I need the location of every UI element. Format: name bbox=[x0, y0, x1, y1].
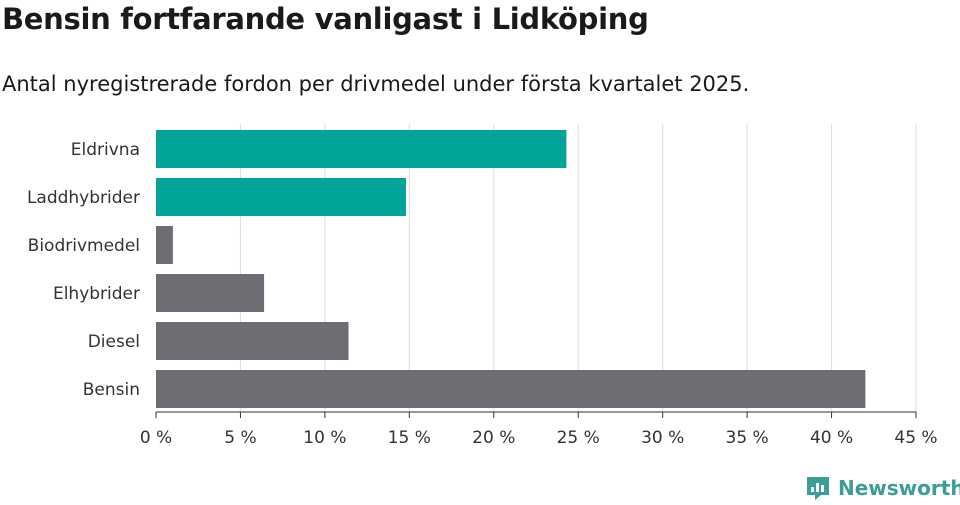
x-tick-label: 25 % bbox=[557, 428, 600, 448]
category-label: Diesel bbox=[88, 332, 140, 352]
x-tick-label: 10 % bbox=[303, 428, 346, 448]
bar-chart: Eldrivna Laddhybrider Biodrivmedel Elhybrid… bbox=[27, 124, 938, 448]
x-tick-label: 30 % bbox=[641, 428, 684, 448]
x-tick-label: 45 % bbox=[894, 428, 937, 448]
category-label: Bensin bbox=[83, 380, 140, 400]
bar-biodrivmedel bbox=[156, 226, 173, 264]
x-tick-label: 20 % bbox=[472, 428, 515, 448]
x-axis bbox=[155, 411, 917, 418]
x-tick-label: 40 % bbox=[810, 428, 853, 448]
bar-bensin bbox=[156, 370, 866, 408]
x-tick-label: 15 % bbox=[388, 428, 431, 448]
chart-subtitle: Antal nyregistrerade fordon per drivmede… bbox=[2, 72, 750, 96]
category-label: Eldrivna bbox=[71, 140, 140, 160]
category-label: Laddhybrider bbox=[27, 188, 140, 208]
category-label: Biodrivmedel bbox=[28, 236, 140, 256]
newsworthy-logo-icon bbox=[807, 477, 829, 500]
bars bbox=[156, 130, 866, 408]
grid-lines bbox=[239, 124, 917, 412]
bar-eldrivna bbox=[156, 130, 567, 168]
x-tick-label: 5 % bbox=[224, 428, 256, 448]
brand-name: Newsworthy bbox=[838, 476, 960, 500]
brand: Newsworthy bbox=[804, 474, 960, 502]
category-labels: Eldrivna Laddhybrider Biodrivmedel Elhybrid… bbox=[27, 140, 140, 400]
tick-labels: 0 % 5 % 10 % 15 % 20 % 25 % 30 % 35 % 40 % 45 % bbox=[140, 428, 938, 448]
bar-laddhybrider bbox=[156, 178, 406, 216]
category-label: Elhybrider bbox=[53, 284, 140, 304]
bar-diesel bbox=[156, 322, 349, 360]
chart-title: Bensin fortfarande vanligast i Lidköping bbox=[2, 2, 649, 36]
x-tick-label: 35 % bbox=[726, 428, 769, 448]
bar-elhybrider bbox=[156, 274, 265, 312]
x-tick-label: 0 % bbox=[140, 428, 172, 448]
